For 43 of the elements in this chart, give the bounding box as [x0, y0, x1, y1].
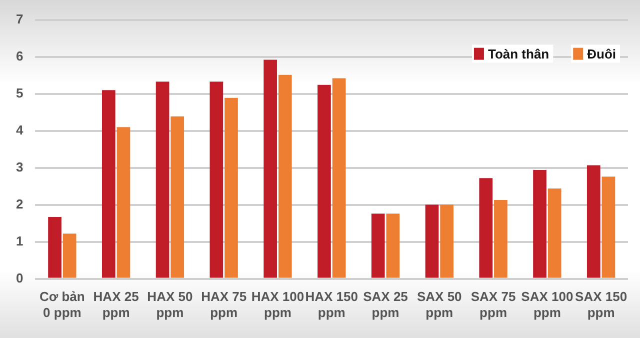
y-tick-label: 7	[16, 11, 24, 26]
y-tick-label: 6	[16, 48, 24, 64]
x-tick-label: SAX 100 ppm	[521, 289, 574, 320]
y-tick-label: 4	[16, 122, 24, 138]
bar	[548, 188, 562, 278]
bar	[264, 60, 277, 278]
bar	[62, 234, 76, 278]
bar	[386, 214, 400, 278]
y-tick-label: 2	[16, 196, 24, 212]
bar	[116, 127, 130, 278]
x-tick-label: HAX 150 ppm	[305, 289, 358, 320]
x-tick-label: HAX 100 ppm	[251, 289, 304, 320]
bar	[586, 165, 600, 278]
y-tick-label: 5	[16, 85, 24, 100]
bar	[48, 217, 62, 278]
bar	[278, 74, 292, 278]
y-tick-label: 0	[16, 270, 24, 286]
x-tick-label: Cơ bản 0 ppm	[39, 289, 85, 320]
x-tick-label: SAX 25 ppm	[363, 289, 408, 320]
bar	[224, 98, 238, 278]
bar	[210, 82, 224, 278]
x-tick-label: HAX 75 ppm	[201, 289, 247, 320]
bar	[371, 214, 385, 278]
y-tick-label: 1	[16, 233, 24, 248]
bar	[170, 116, 184, 278]
x-tick-label: SAX 50 ppm	[416, 289, 462, 320]
bar	[425, 204, 439, 278]
x-tick-label: SAX 75 ppm	[470, 289, 516, 320]
bar	[440, 204, 454, 278]
bar	[318, 84, 331, 278]
x-tick-label: HAX 25 ppm	[93, 289, 139, 320]
bar	[332, 78, 346, 278]
bar	[102, 90, 116, 278]
legend-label: Toàn thân	[488, 46, 550, 62]
x-tick-label: HAX 50 ppm	[147, 289, 193, 320]
bar	[156, 82, 170, 278]
bar	[533, 170, 546, 278]
bar	[602, 176, 616, 278]
y-tick-label: 3	[16, 159, 24, 174]
bar	[479, 178, 493, 278]
x-tick-label: SAX 150 ppm	[575, 289, 628, 320]
bar	[494, 200, 508, 278]
legend-label: Đuôi	[587, 46, 616, 62]
